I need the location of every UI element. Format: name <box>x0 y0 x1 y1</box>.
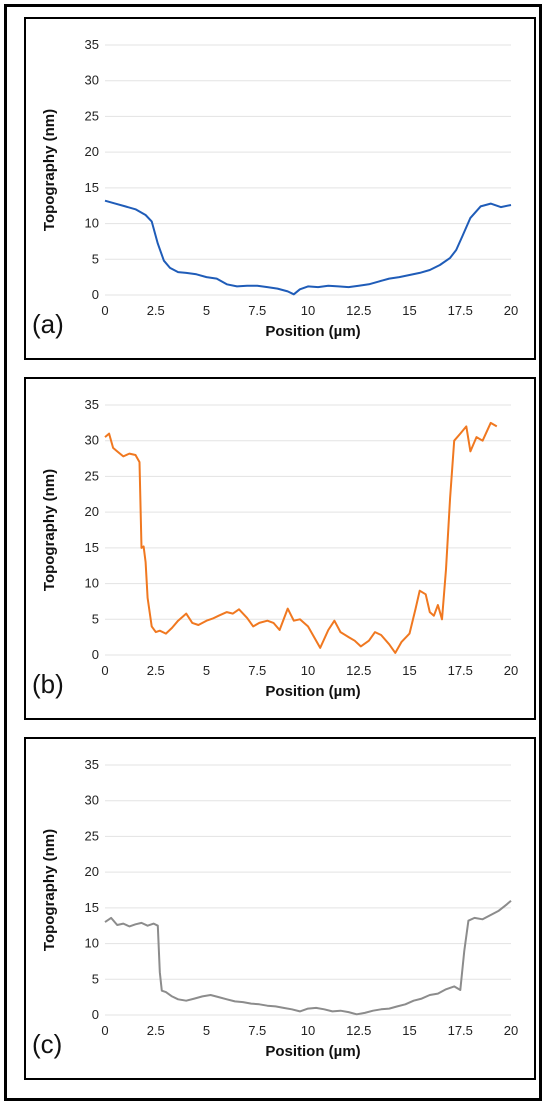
y-axis-label-c: Topography (nm) <box>41 829 58 951</box>
panel-label-c: (c) <box>32 1029 63 1059</box>
x-tick-label-b-4: 10 <box>301 663 315 678</box>
x-tick-label-a-7: 17.5 <box>448 303 473 318</box>
x-tick-label-c-1: 2.5 <box>147 1023 165 1038</box>
y-tick-label-c-7: 35 <box>85 757 99 772</box>
chart-b-svg: 0 5 10 15 20 25 30 35 0 2.5 5 7.5 10 12.5 15 17.5 20 Posi… <box>41 397 518 700</box>
x-tick-label-b-0: 0 <box>101 663 108 678</box>
x-axis-label-b: Position (µm) <box>265 683 360 700</box>
x-tick-label-b-3: 7.5 <box>248 663 266 678</box>
x-tick-label-c-6: 15 <box>402 1023 416 1038</box>
x-tick-label-b-7: 17.5 <box>448 663 473 678</box>
y-tick-label-c-4: 20 <box>85 864 99 879</box>
x-tick-label-b-1: 2.5 <box>147 663 165 678</box>
x-tick-label-b-8: 20 <box>504 663 518 678</box>
series-line-a <box>104 199 512 296</box>
x-axis-label-c: Position (µm) <box>265 1043 360 1060</box>
chart-c-svg: 0 5 10 15 20 25 30 35 0 2.5 5 7.5 10 12.5 15 17.5 20 Posi… <box>41 757 518 1060</box>
x-tick-label-b-2: 5 <box>203 663 210 678</box>
y-tick-label-c-3: 15 <box>85 900 99 915</box>
y-tick-label-a-7: 35 <box>85 37 99 52</box>
x-tick-label-b-6: 15 <box>402 663 416 678</box>
panel-label-a: (a) <box>32 309 64 339</box>
x-tick-label-a-1: 2.5 <box>147 303 165 318</box>
y-tick-label-b-4: 20 <box>85 504 99 519</box>
y-tick-label-c-5: 25 <box>85 828 99 843</box>
y-tick-label-c-0: 0 <box>92 1007 99 1022</box>
x-tick-label-a-4: 10 <box>301 303 315 318</box>
figure-frame: 0 5 10 15 20 25 30 35 0 2.5 5 7.5 10 12.5 15 17.5 20 Posi… <box>4 4 542 1101</box>
chart-panel-b: 0 5 10 15 20 25 30 35 0 2.5 5 7.5 10 12.5 15 17.5 20 Posi… <box>24 377 536 720</box>
x-tick-label-a-8: 20 <box>504 303 518 318</box>
series-line-c <box>104 899 512 1016</box>
y-tick-label-b-2: 10 <box>85 576 99 591</box>
y-tick-label-b-6: 30 <box>85 433 99 448</box>
y-tick-label-a-4: 20 <box>85 144 99 159</box>
x-tick-label-a-3: 7.5 <box>248 303 266 318</box>
x-tick-label-c-0: 0 <box>101 1023 108 1038</box>
x-tick-label-c-8: 20 <box>504 1023 518 1038</box>
x-tick-label-a-5: 12.5 <box>346 303 371 318</box>
y-tick-label-a-5: 25 <box>85 108 99 123</box>
y-tick-label-a-6: 30 <box>85 73 99 88</box>
x-tick-label-c-4: 10 <box>301 1023 315 1038</box>
chart-panel-a: 0 5 10 15 20 25 30 35 0 2.5 5 7.5 10 12.5 15 17.5 20 Posi… <box>24 17 536 360</box>
y-axis-label-b: Topography (nm) <box>41 469 58 591</box>
y-tick-label-a-2: 10 <box>85 216 99 231</box>
chart-a-svg: 0 5 10 15 20 25 30 35 0 2.5 5 7.5 10 12.5 15 17.5 20 Posi… <box>41 37 518 340</box>
y-tick-label-b-7: 35 <box>85 397 99 412</box>
x-tick-label-c-5: 12.5 <box>346 1023 371 1038</box>
chart-panel-c: 0 5 10 15 20 25 30 35 0 2.5 5 7.5 10 12.5 15 17.5 20 Posi… <box>24 737 536 1080</box>
y-tick-label-c-6: 30 <box>85 793 99 808</box>
x-tick-label-a-0: 0 <box>101 303 108 318</box>
y-tick-label-a-1: 5 <box>92 251 99 266</box>
y-tick-label-b-1: 5 <box>92 611 99 626</box>
y-tick-label-c-1: 5 <box>92 971 99 986</box>
x-tick-label-c-3: 7.5 <box>248 1023 266 1038</box>
x-tick-label-c-7: 17.5 <box>448 1023 473 1038</box>
y-tick-label-b-5: 25 <box>85 468 99 483</box>
x-tick-label-b-5: 12.5 <box>346 663 371 678</box>
y-tick-label-a-3: 15 <box>85 180 99 195</box>
series-line-b <box>104 421 498 654</box>
y-axis-label-a: Topography (nm) <box>41 109 58 231</box>
y-tick-label-c-2: 10 <box>85 936 99 951</box>
y-tick-label-b-0: 0 <box>92 647 99 662</box>
panel-label-b: (b) <box>32 669 64 699</box>
x-tick-label-c-2: 5 <box>203 1023 210 1038</box>
x-tick-label-a-6: 15 <box>402 303 416 318</box>
y-tick-label-a-0: 0 <box>92 287 99 302</box>
x-tick-label-a-2: 5 <box>203 303 210 318</box>
y-tick-label-b-3: 15 <box>85 540 99 555</box>
x-axis-label-a: Position (µm) <box>265 323 360 340</box>
